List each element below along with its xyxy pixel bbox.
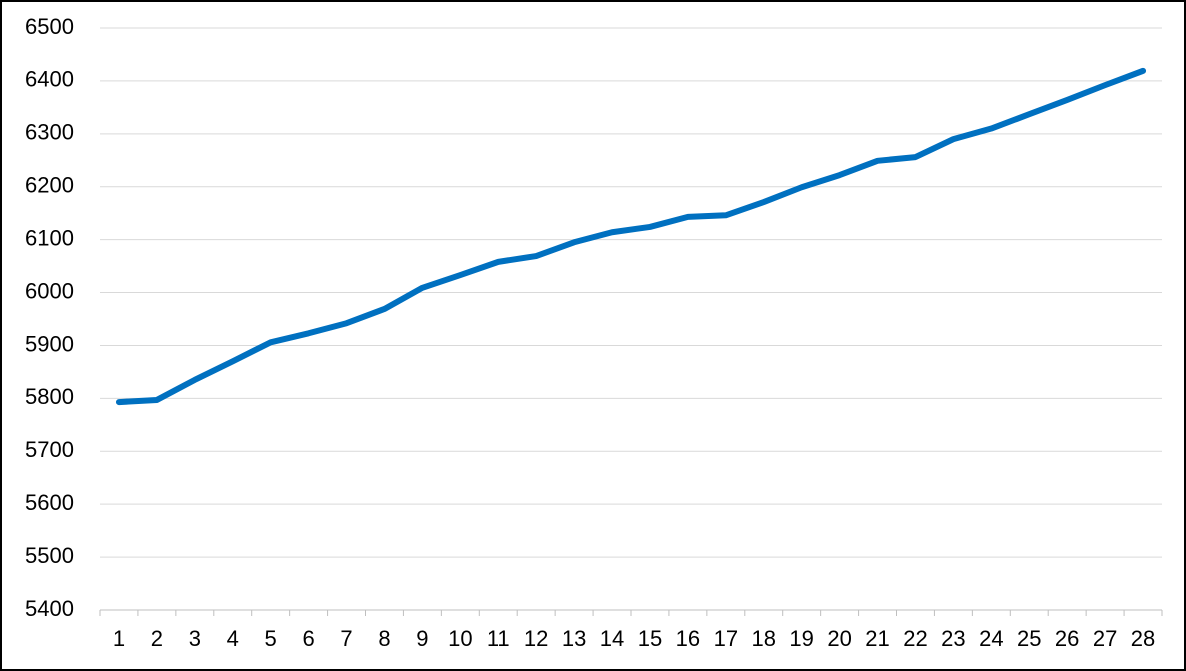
y-tick-label: 6000 [25,278,74,303]
x-tick-label: 26 [1055,626,1079,651]
x-tick-label: 25 [1017,626,1041,651]
x-tick-label: 11 [487,626,510,651]
x-tick-label: 27 [1093,626,1117,651]
y-tick-label: 5500 [25,543,74,568]
y-tick-label: 6500 [25,14,74,39]
y-tick-label: 6400 [25,67,74,92]
y-tick-label: 6300 [25,120,74,145]
x-tick-label: 6 [302,626,314,651]
x-tick-label: 4 [227,626,239,651]
x-tick-label: 24 [979,626,1003,651]
x-tick-label: 18 [752,626,776,651]
x-tick-label: 17 [714,626,738,651]
y-tick-label: 5700 [25,437,74,462]
x-tick-label: 20 [827,626,851,651]
x-tick-label: 8 [378,626,390,651]
y-tick-label: 5400 [25,596,74,621]
x-tick-label: 10 [448,626,472,651]
x-tick-label: 23 [941,626,965,651]
x-tick-label: 12 [524,626,548,651]
y-tick-label: 5800 [25,384,74,409]
y-tick-label: 5600 [25,490,74,515]
x-tick-label: 3 [189,626,201,651]
x-tick-label: 15 [638,626,662,651]
x-tick-label: 1 [113,626,125,651]
x-tick-label: 9 [416,626,428,651]
x-tick-label: 2 [151,626,163,651]
x-tick-label: 13 [562,626,586,651]
x-tick-label: 7 [340,626,352,651]
y-tick-label: 6100 [25,225,74,250]
x-tick-label: 16 [676,626,700,651]
x-tick-label: 22 [903,626,927,651]
x-tick-label: 19 [789,626,813,651]
y-tick-label: 5900 [25,331,74,356]
y-tick-label: 6200 [25,173,74,198]
line-series [115,67,1147,406]
x-tick-label: 28 [1131,626,1155,651]
x-tick-label: 21 [865,626,889,651]
x-tick-label: 5 [265,626,277,651]
x-tick-label: 14 [600,626,624,651]
